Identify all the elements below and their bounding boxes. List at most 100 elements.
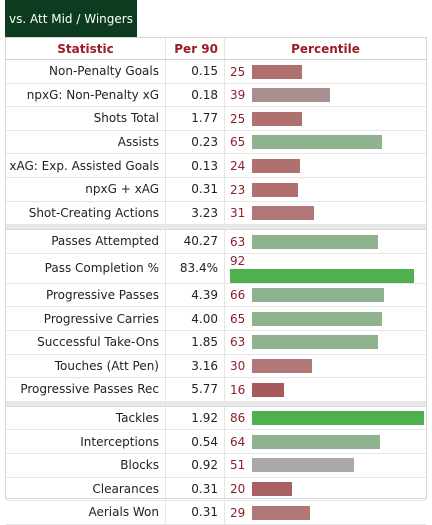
per90-value: 0.31 <box>165 500 225 525</box>
percentile-bar <box>252 158 300 173</box>
statistic-name: xAG: Exp. Assisted Goals <box>6 153 166 178</box>
per90-value: 4.39 <box>165 283 225 308</box>
percentile-bar <box>252 182 298 197</box>
table-row: Aerials Won 0.31 29 <box>6 500 426 525</box>
percentile-bar <box>252 505 310 520</box>
percentile-bar <box>252 411 424 426</box>
scouting-report-table: Statistic Per 90 Percentile Non-Penalty … <box>6 38 426 525</box>
statistic-name: Aerials Won <box>6 500 166 525</box>
statistic-name: Touches (Att Pen) <box>6 354 166 379</box>
tab-att-mid-wingers[interactable]: vs. Att Mid / Wingers <box>5 0 137 38</box>
statistic-name: Clearances <box>6 477 166 502</box>
per90-value: 4.00 <box>165 306 225 331</box>
percentile-cell: 29 <box>224 500 426 525</box>
percentile-bar <box>252 64 302 79</box>
percentile-value: 20 <box>230 482 246 497</box>
statistic-name: Shot-Creating Actions <box>6 201 166 226</box>
table-row: Assists 0.23 65 <box>6 130 426 155</box>
section-divider <box>6 224 426 231</box>
percentile-bar <box>252 111 302 126</box>
percentile-value: 23 <box>230 182 246 197</box>
statistic-name: Progressive Passes Rec <box>6 377 166 402</box>
statistic-name: Passes Attempted <box>6 229 166 254</box>
percentile-bar <box>252 434 380 449</box>
per90-value: 1.92 <box>165 406 225 431</box>
table-row: Interceptions 0.54 64 <box>6 429 426 454</box>
percentile-value: 86 <box>230 411 246 426</box>
table-row: Blocks 0.92 51 <box>6 453 426 478</box>
table-row: Passes Attempted 40.27 63 <box>6 229 426 254</box>
table-row: Progressive Passes Rec 5.77 16 <box>6 377 426 402</box>
statistic-name: npxG + xAG <box>6 177 166 202</box>
statistic-name: Interceptions <box>6 429 166 454</box>
percentile-value: 92 <box>230 254 246 269</box>
table-row: npxG: Non-Penalty xG 0.18 39 <box>6 83 426 108</box>
per90-value: 5.77 <box>165 377 225 402</box>
percentile-bar <box>252 359 312 374</box>
percentile-value: 65 <box>230 311 246 326</box>
percentile-cell: 63 <box>224 229 426 254</box>
percentile-value: 66 <box>230 288 246 303</box>
per90-value: 0.92 <box>165 453 225 478</box>
percentile-value: 39 <box>230 88 246 103</box>
section-divider-cell <box>6 224 426 231</box>
table-row: Touches (Att Pen) 3.16 30 <box>6 354 426 379</box>
percentile-value: 25 <box>230 64 246 79</box>
percentile-bar <box>252 135 382 150</box>
per90-value: 1.77 <box>165 106 225 131</box>
percentile-cell: 63 <box>224 330 426 355</box>
percentile-bar <box>252 382 284 397</box>
percentile-bar <box>252 234 378 249</box>
statistic-name: npxG: Non-Penalty xG <box>6 83 166 108</box>
section-divider-cell <box>6 401 426 407</box>
percentile-header[interactable]: Percentile <box>224 38 426 60</box>
percentile-cell: 51 <box>224 453 426 478</box>
table-row: Pass Completion % 83.4% 92 <box>6 253 426 284</box>
percentile-bar <box>252 288 384 303</box>
statistic-name: Progressive Carries <box>6 306 166 331</box>
table-row: Shot-Creating Actions 3.23 31 <box>6 201 426 226</box>
statistic-name: Shots Total <box>6 106 166 131</box>
percentile-cell: 65 <box>224 306 426 331</box>
table-row: Non-Penalty Goals 0.15 25 <box>6 59 426 84</box>
per90-value: 83.4% <box>165 253 225 284</box>
table-row: Progressive Passes 4.39 66 <box>6 283 426 308</box>
percentile-bar <box>252 335 378 350</box>
percentile-cell: 25 <box>224 106 426 131</box>
percentile-cell: 92 <box>224 253 426 284</box>
percentile-bar <box>252 311 382 326</box>
table-row: Tackles 1.92 86 <box>6 406 426 431</box>
table-body: Non-Penalty Goals 0.15 25 npxG: Non-Penalty… <box>6 59 426 525</box>
percentile-value: 63 <box>230 234 246 249</box>
per90-value: 3.16 <box>165 354 225 379</box>
statistic-name: Progressive Passes <box>6 283 166 308</box>
percentile-cell: 65 <box>224 130 426 155</box>
percentile-bar <box>252 458 354 473</box>
table-row: Shots Total 1.77 25 <box>6 106 426 131</box>
percentile-value: 25 <box>230 111 246 126</box>
percentile-bar <box>252 88 330 103</box>
percentile-cell: 39 <box>224 83 426 108</box>
table-row: Clearances 0.31 20 <box>6 477 426 502</box>
percentile-cell: 25 <box>224 59 426 84</box>
statistic-name: Assists <box>6 130 166 155</box>
statistic-name: Successful Take-Ons <box>6 330 166 355</box>
percentile-value: 51 <box>230 458 246 473</box>
statistic-header[interactable]: Statistic <box>6 38 166 60</box>
per90-value: 0.31 <box>165 477 225 502</box>
table-row: Progressive Carries 4.00 65 <box>6 306 426 331</box>
statistic-name: Non-Penalty Goals <box>6 59 166 84</box>
per90-value: 0.31 <box>165 177 225 202</box>
percentile-bar <box>252 206 314 221</box>
section-divider <box>6 401 426 407</box>
percentile-cell: 30 <box>224 354 426 379</box>
per90-value: 0.13 <box>165 153 225 178</box>
percentile-bar <box>252 482 292 497</box>
percentile-cell: 16 <box>224 377 426 402</box>
per90-value: 0.15 <box>165 59 225 84</box>
percentile-cell: 31 <box>224 201 426 226</box>
table-row: Successful Take-Ons 1.85 63 <box>6 330 426 355</box>
percentile-value: 65 <box>230 135 246 150</box>
percentile-value: 24 <box>230 158 246 173</box>
per90-header[interactable]: Per 90 <box>165 38 225 60</box>
